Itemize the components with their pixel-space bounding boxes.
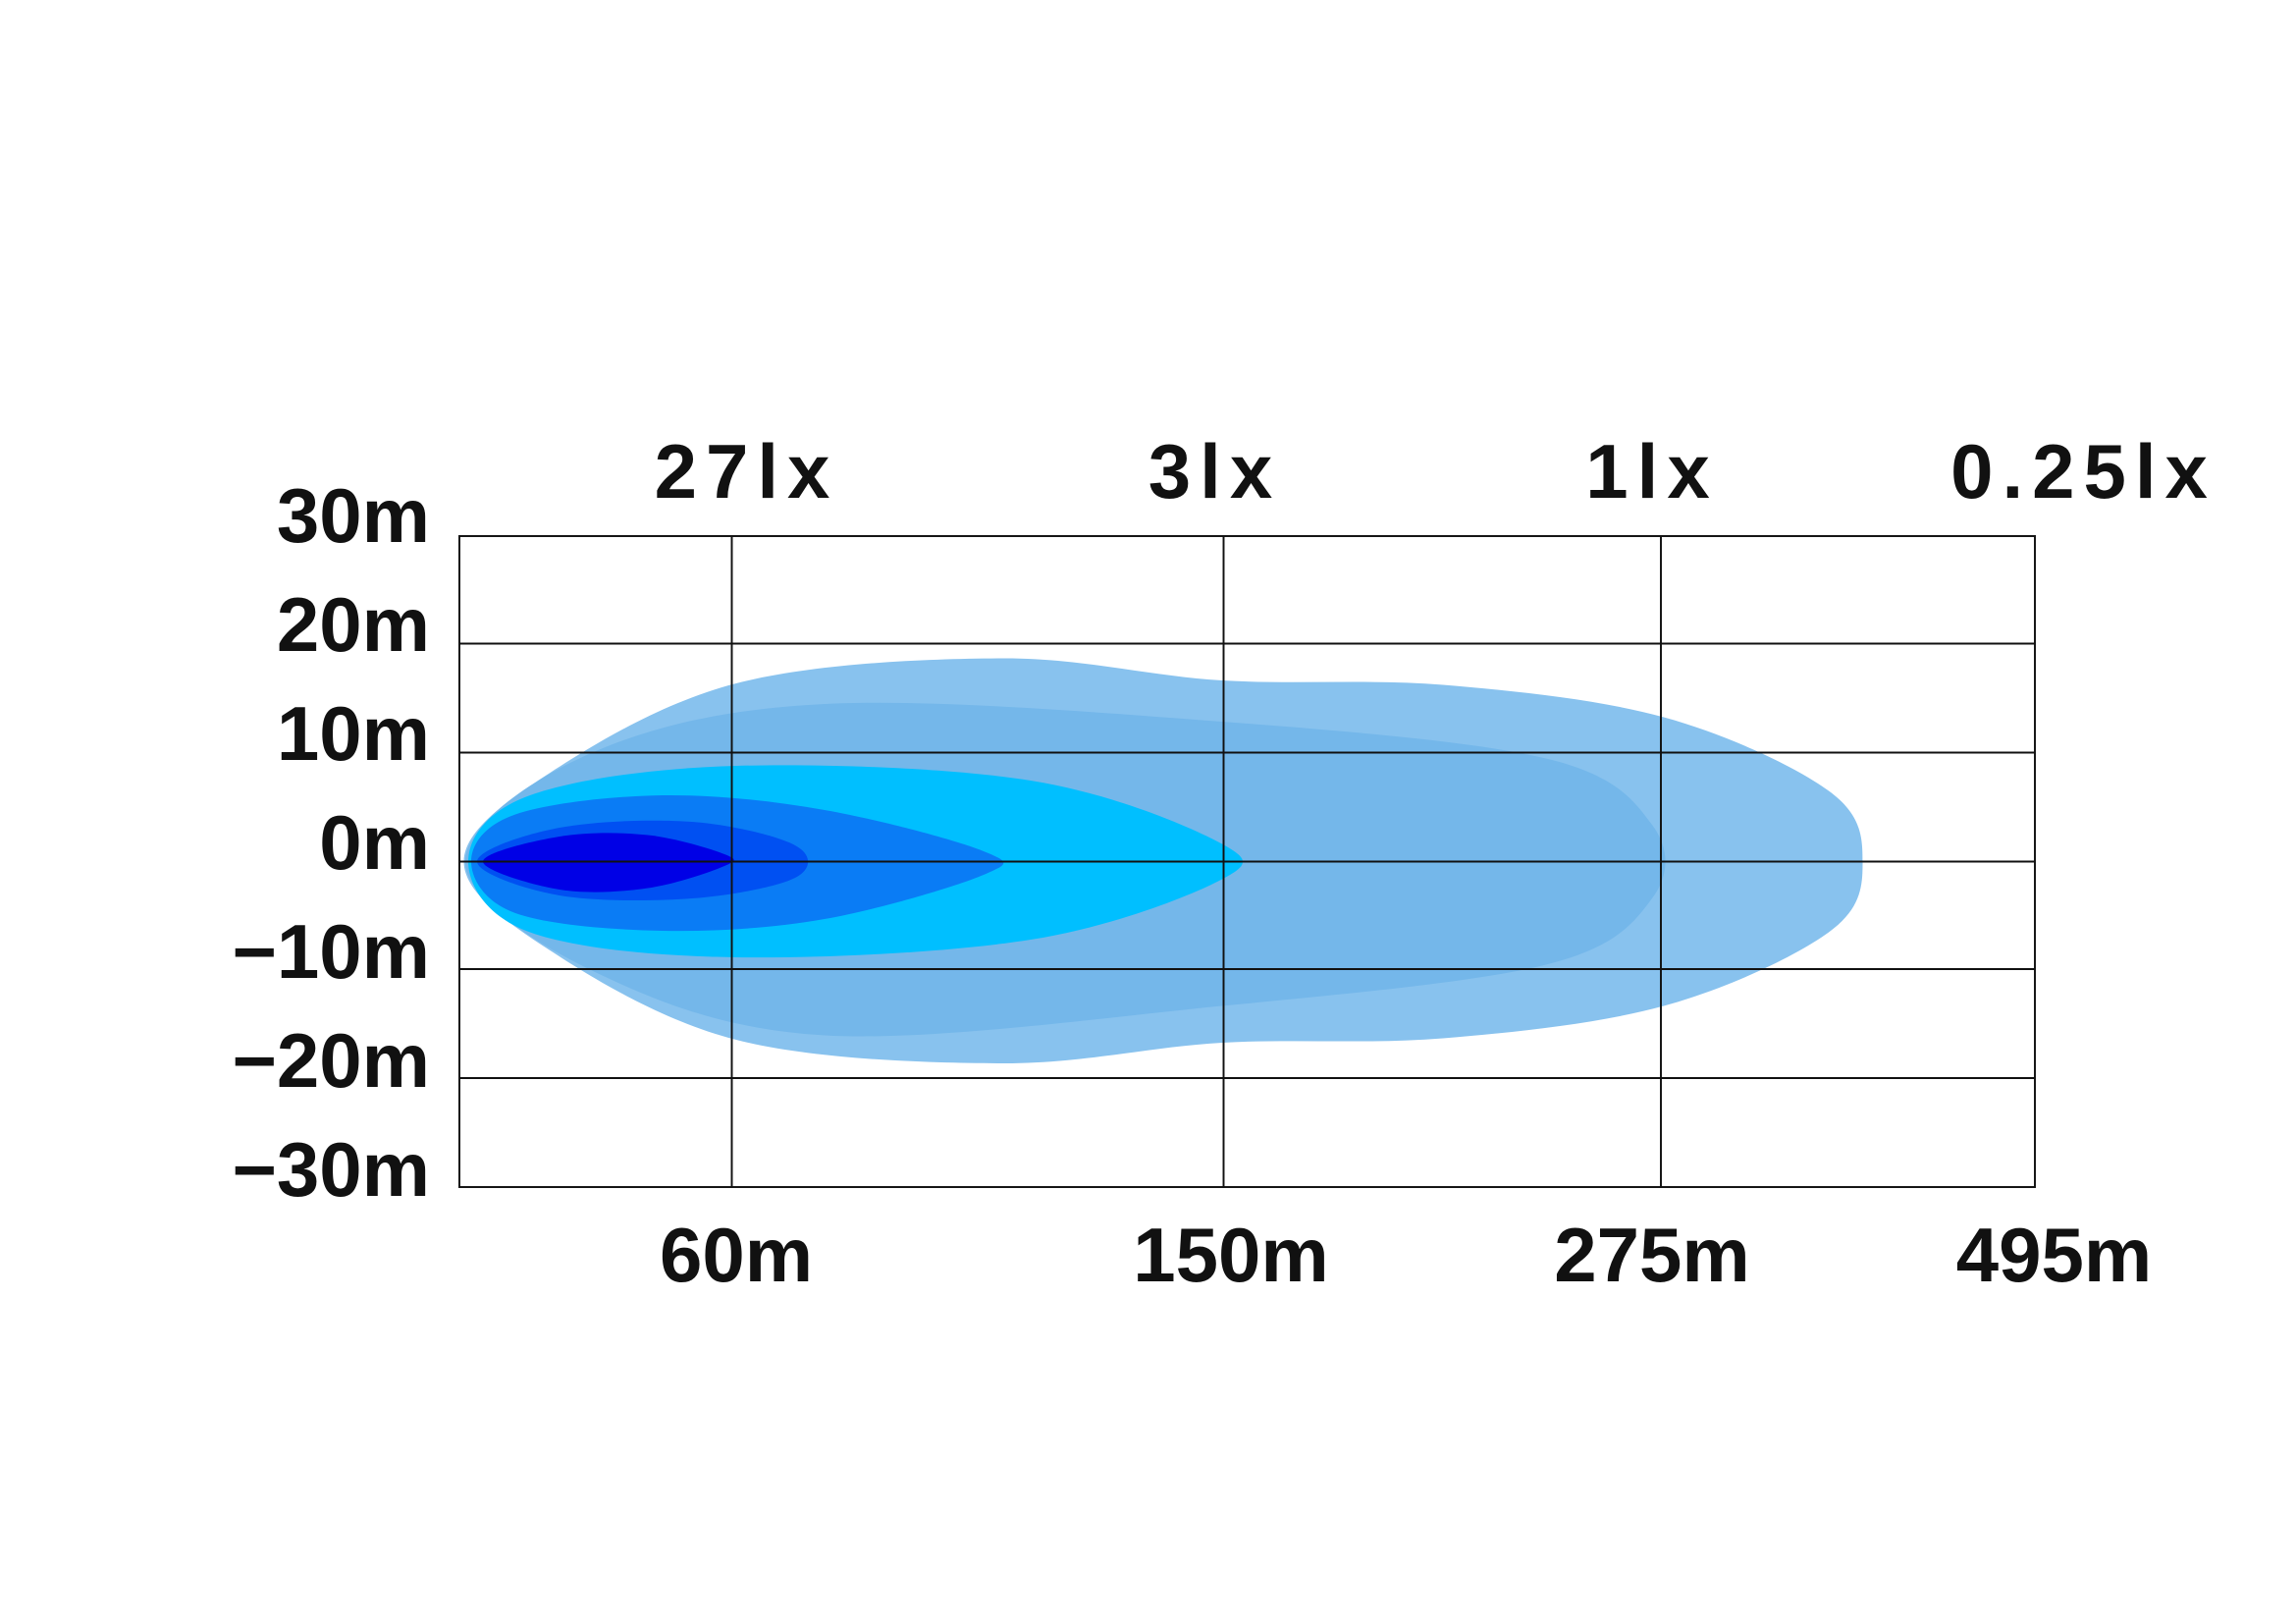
x-axis-label: 150m [1133, 1212, 1329, 1298]
x-axis-label: 495m [1956, 1212, 2152, 1298]
y-axis-label: −30m [232, 1126, 430, 1213]
illuminance-label: 27lx [655, 428, 839, 514]
y-axis-label: −10m [232, 908, 430, 995]
y-axis-label: −20m [232, 1017, 430, 1104]
x-axis-label: 60m [660, 1212, 813, 1298]
y-axis-label: 30m [277, 472, 430, 559]
illuminance-label: 0.25lx [1950, 428, 2216, 514]
labels: 30m 20m 10m 0m −10m −20m −30m 60m 150m 275m 495m 27… [232, 428, 2216, 1298]
x-axis-label: 275m [1554, 1212, 1750, 1298]
illuminance-label: 3lx [1148, 428, 1281, 514]
y-axis-label: 10m [277, 690, 430, 777]
illuminance-label: 1lx [1585, 428, 1718, 514]
grid [458, 535, 2036, 1188]
beam-zone [483, 833, 734, 893]
y-axis-label: 0m [319, 799, 430, 886]
y-axis-label: 20m [277, 581, 430, 668]
